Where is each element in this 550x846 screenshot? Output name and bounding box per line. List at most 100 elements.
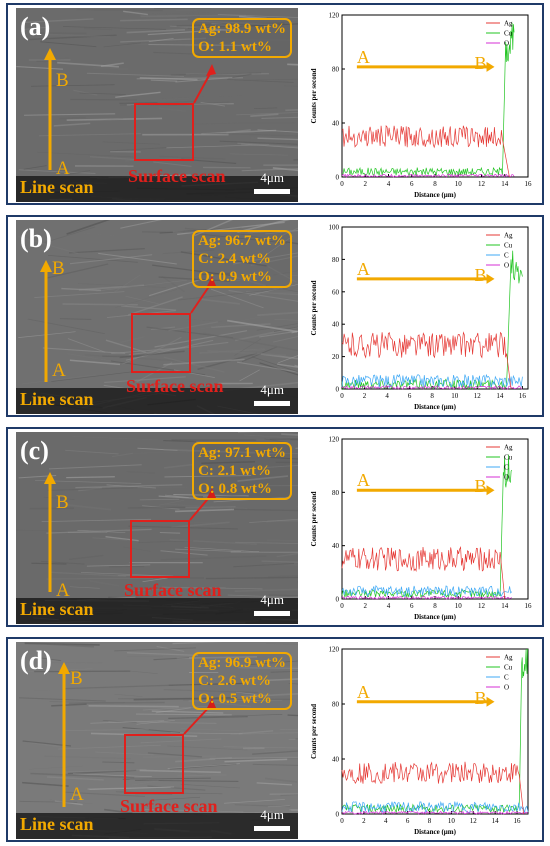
sem-streak — [265, 235, 293, 256]
x-tick-label: 12 — [478, 180, 486, 188]
x-tick-label: 16 — [514, 817, 522, 825]
sem-streak — [148, 37, 174, 43]
scale-bar-text: 4μm — [260, 592, 284, 607]
composition-line: Ag: 98.9 wt% — [198, 21, 286, 37]
sem-streak — [62, 768, 147, 773]
sem-streak — [234, 326, 298, 342]
x-tick-label: 2 — [364, 602, 368, 610]
sem-streak — [227, 319, 298, 333]
sem-streak — [163, 358, 245, 366]
composition-line: O: 0.5 wt% — [198, 691, 272, 707]
legend-label: Cu — [504, 454, 513, 462]
x-tick-label: 6 — [408, 392, 412, 400]
sem-streak — [142, 755, 216, 758]
surface-scan-label: Surface scan — [124, 580, 222, 600]
sem-streak — [59, 116, 86, 120]
sem-streak — [58, 744, 161, 750]
sem-streak — [224, 758, 288, 763]
sem-streak — [172, 642, 224, 645]
sem-streak — [53, 122, 91, 127]
y-axis-label: Counts per second — [310, 68, 318, 123]
composition-line: O: 0.8 wt% — [198, 481, 272, 497]
sem-streak — [261, 116, 298, 120]
sem-streak — [217, 14, 298, 18]
sem-streak — [127, 296, 183, 316]
sem-streak — [223, 799, 285, 804]
sem-streak — [139, 498, 180, 501]
arrow-head — [44, 472, 56, 484]
x-tick-label: 4 — [385, 392, 389, 400]
sem-streak — [191, 53, 280, 57]
a-to-b-arrow-head — [486, 273, 495, 284]
sem-streak — [198, 687, 290, 692]
sem-streak — [160, 550, 208, 556]
y-axis-label: Counts per second — [310, 491, 318, 546]
sem-streak — [153, 51, 200, 55]
legend-label: C — [504, 252, 509, 260]
sem-streak — [39, 133, 142, 137]
series-line-ag — [341, 331, 512, 390]
series-line-ag — [341, 545, 506, 600]
sem-streak — [123, 10, 148, 16]
sem-streak — [129, 778, 159, 781]
series-line-c — [341, 800, 529, 814]
sem-streak — [49, 464, 142, 470]
y-tick-label: 100 — [329, 224, 340, 232]
sem-streak — [265, 777, 298, 783]
sem-streak — [180, 784, 240, 789]
sem-streak — [280, 793, 298, 797]
sem-streak — [176, 656, 257, 660]
sem-streak — [226, 129, 251, 134]
y-tick-label: 0 — [336, 811, 340, 819]
sem-streak — [229, 153, 288, 156]
sem-streak — [194, 220, 233, 237]
sem-image-c: (c) Ag: 97.1 wt% C: 2.1 wt% O: 0.8 wt% S… — [16, 432, 298, 624]
line-scan-label: Line scan — [20, 389, 94, 409]
pointer-head — [206, 276, 216, 288]
sem-streak — [175, 508, 235, 513]
surface-scan-box — [134, 103, 194, 161]
sem-streak — [233, 562, 294, 568]
x-tick-label: 10 — [455, 180, 463, 188]
composition-line: C: 2.6 wt% — [198, 673, 271, 689]
sem-streak — [165, 503, 248, 510]
composition-box: Ag: 97.1 wt% C: 2.1 wt% O: 0.8 wt% — [192, 442, 292, 500]
sem-streak — [211, 323, 271, 328]
sem-streak — [175, 77, 233, 83]
sem-streak — [163, 440, 197, 443]
sem-streak — [242, 692, 298, 698]
pointer-head — [206, 698, 216, 710]
sem-streak — [257, 311, 298, 317]
sem-streak — [219, 140, 298, 145]
sem-streak — [47, 776, 104, 781]
sem-streak — [188, 385, 212, 388]
sem-streak — [193, 122, 296, 125]
x-axis-label: Distance (μm) — [414, 191, 457, 199]
arrow-head — [58, 662, 70, 674]
sem-streak — [36, 656, 62, 662]
point-b-label: B — [52, 258, 65, 279]
sem-streak — [46, 577, 154, 580]
sem-streak — [162, 249, 215, 255]
sem-streak — [105, 536, 139, 542]
sem-streak — [263, 291, 298, 294]
sem-streak — [168, 716, 248, 719]
sem-streak — [128, 525, 238, 530]
sem-streak — [73, 89, 98, 96]
sem-streak — [64, 791, 145, 797]
sem-streak — [16, 65, 64, 70]
sem-streak — [232, 460, 298, 465]
sem-streak — [227, 594, 298, 598]
y-tick-label: 80 — [332, 489, 340, 497]
sem-streak — [177, 774, 227, 777]
surface-scan-box — [130, 520, 190, 578]
sem-streak — [65, 449, 119, 455]
sem-streak — [269, 793, 298, 795]
sem-streak — [184, 546, 260, 552]
sem-streak — [276, 553, 298, 558]
sem-streak — [138, 540, 194, 543]
sem-streak — [163, 356, 225, 373]
sem-streak — [96, 279, 188, 292]
x-axis-label: Distance (μm) — [414, 613, 457, 621]
point-a-label: A — [70, 784, 84, 805]
